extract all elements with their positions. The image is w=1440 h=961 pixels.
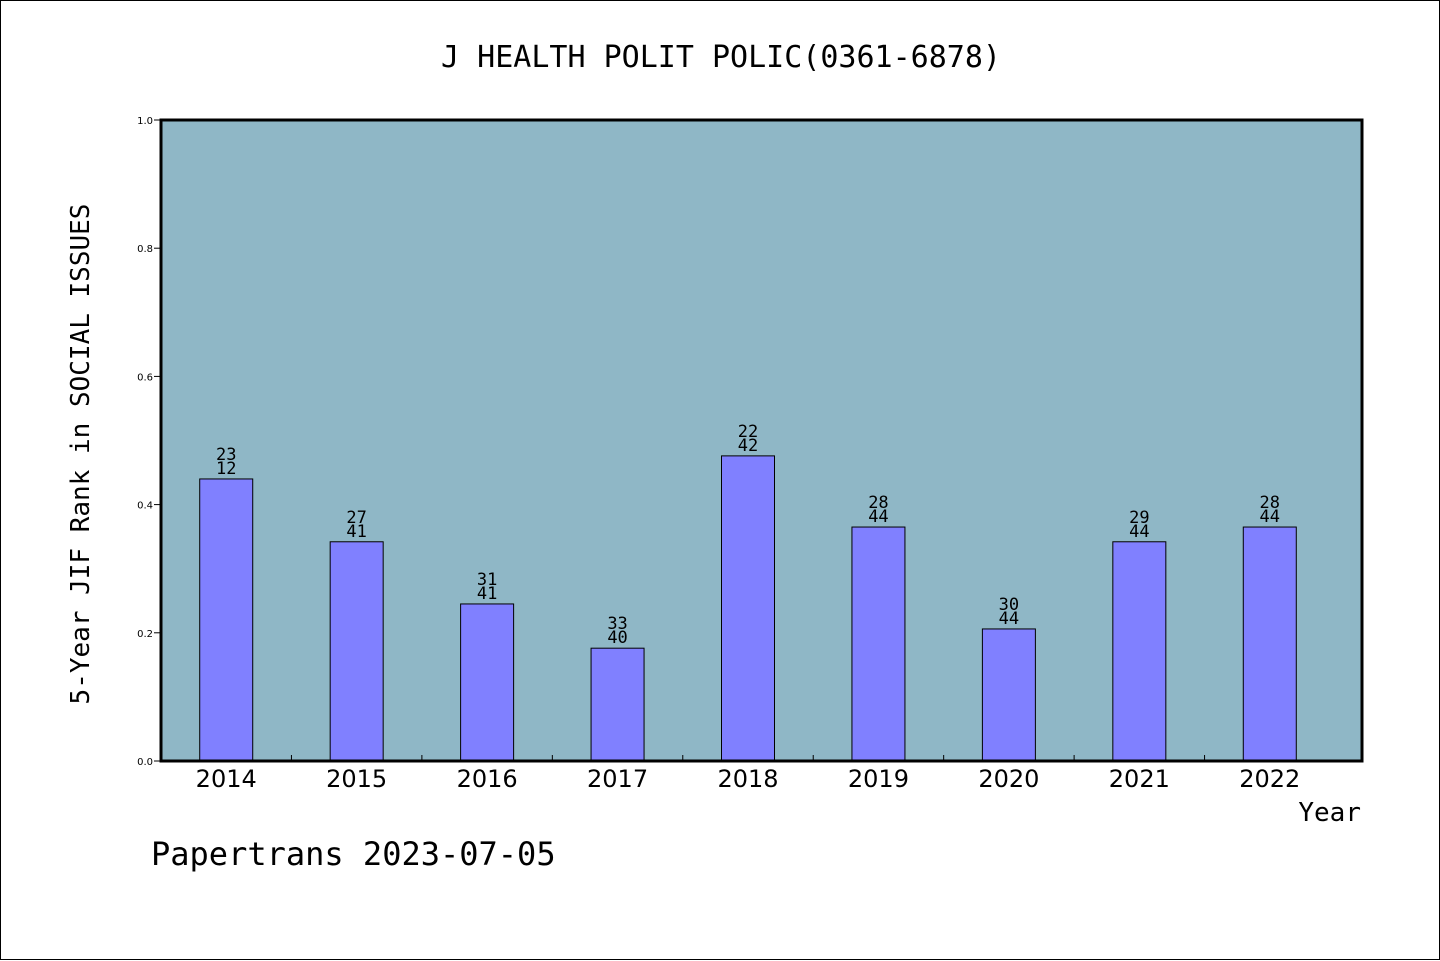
x-tick-label: 2015	[326, 765, 387, 793]
bar-rank-label-top: 33	[607, 614, 627, 634]
bar-rank-label-bottom: 41	[477, 584, 497, 604]
bar-rank-label-bottom: 44	[868, 507, 888, 527]
y-tick-label: 0.8	[137, 244, 153, 255]
bar-2015	[329, 541, 384, 762]
chart-title: J HEALTH POLIT POLIC(0361-6878)	[441, 40, 1001, 75]
x-tick-label: 2019	[848, 765, 909, 793]
bar-2016	[460, 603, 515, 762]
y-axis-ticks: 0.0 0.2 0.4 0.6 0.8 1.0	[137, 116, 161, 768]
x-axis-ticks: 2014 2015 2016 2017 2018 2019 2020 2021 2022	[196, 755, 1300, 793]
x-tick-label: 2016	[457, 765, 518, 793]
bar-2021	[1112, 541, 1167, 762]
bar-rank-label-top: 28	[1260, 493, 1280, 513]
y-tick-label: 1.0	[137, 116, 153, 127]
bar-rank-label-bottom: 44	[999, 609, 1019, 629]
x-tick-label: 2021	[1109, 765, 1170, 793]
bar-rank-label-bottom: 44	[1129, 522, 1149, 542]
bar-rank-label-bottom: 12	[216, 459, 236, 479]
x-tick-label: 2014	[196, 765, 257, 793]
bar-rank-label-top: 30	[999, 595, 1019, 615]
bar-2019	[851, 526, 906, 762]
bar-2022	[1242, 526, 1297, 762]
bar-2014	[199, 478, 254, 762]
bar-rank-label-bottom: 42	[738, 436, 758, 456]
bar-rank-label-bottom: 41	[346, 522, 366, 542]
footer-credit: Papertrans 2023-07-05	[151, 835, 556, 873]
bar-rank-label-bottom: 40	[607, 628, 627, 648]
plot-border	[159, 118, 1364, 763]
x-tick-label: 2020	[978, 765, 1039, 793]
y-axis-title: 5-Year JIF Rank in SOCIAL ISSUES	[66, 204, 96, 705]
y-tick-label: 0.2	[137, 629, 153, 640]
x-tick-label: 2017	[587, 765, 648, 793]
bar-rank-label-top: 31	[477, 570, 497, 590]
bar-2020	[981, 628, 1036, 762]
y-tick-label: 0.0	[137, 757, 153, 768]
y-tick-label: 0.4	[137, 501, 153, 512]
bar-rank-label-top: 27	[346, 508, 366, 528]
bar-rank-label-top: 23	[216, 445, 236, 465]
bar-rank-label-top: 22	[738, 422, 758, 442]
x-axis-title: Year	[1298, 798, 1361, 828]
y-tick-label: 0.6	[137, 372, 153, 383]
bar-2017	[590, 647, 645, 762]
x-tick-label: 2022	[1239, 765, 1300, 793]
bar-rank-label-bottom: 44	[1260, 507, 1280, 527]
x-tick-label: 2018	[717, 765, 778, 793]
bar-rank-label-top: 29	[1129, 508, 1149, 528]
bar-2018	[721, 455, 775, 762]
bar-rank-label-top: 28	[868, 493, 888, 513]
